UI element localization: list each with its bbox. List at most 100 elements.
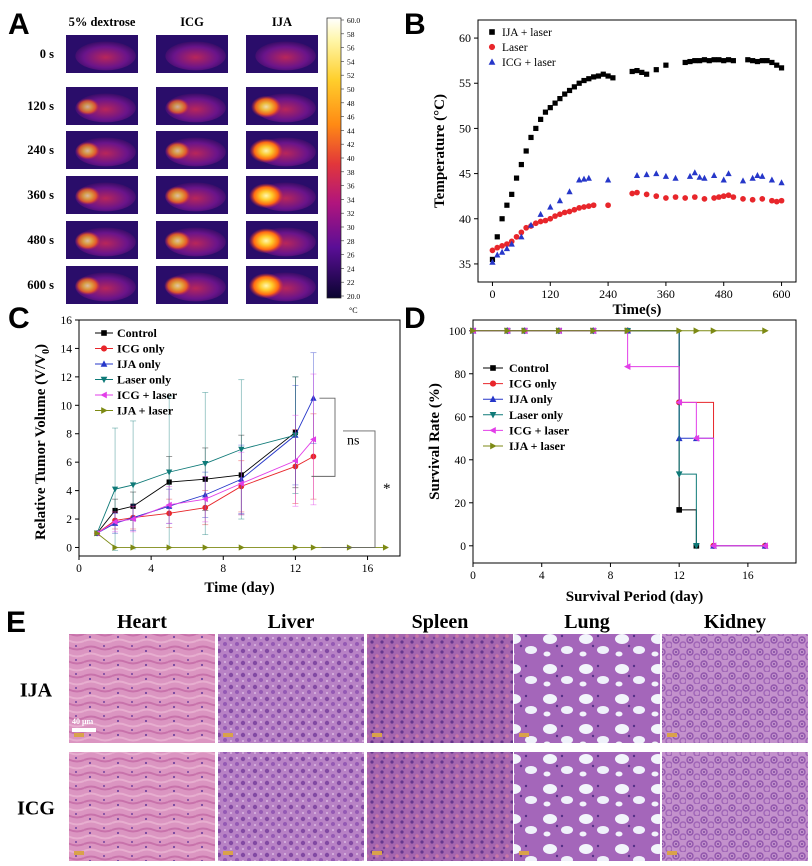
data-point [769, 59, 775, 66]
data-point [537, 210, 544, 217]
thermal-image [246, 87, 318, 125]
colorbar-tick-label: 48 [347, 99, 355, 108]
y-axis-title: Relative Tumor Volume (V/V0) [33, 344, 52, 540]
legend-marker [489, 412, 497, 419]
data-point [769, 197, 775, 204]
legend-entry: IJA only [117, 357, 161, 371]
y-tick-label: 0 [460, 541, 466, 553]
data-point [503, 245, 511, 252]
scale-bar [667, 733, 677, 737]
y-tick-label: 40 [459, 212, 471, 226]
y-tick-label: 100 [449, 326, 467, 338]
legend-entry: IJA + laser [509, 439, 566, 453]
data-point [523, 148, 529, 154]
y-tick-label: 60 [459, 31, 471, 45]
data-point [585, 203, 592, 209]
data-point [696, 173, 703, 180]
data-point [639, 69, 645, 75]
data-point [538, 116, 544, 122]
data-point [576, 80, 582, 86]
data-point [504, 241, 510, 247]
thermal-column-header: IJA [272, 15, 292, 29]
legend-marker [489, 380, 497, 387]
x-axis-title: Survival Period (day) [566, 589, 704, 605]
data-point [663, 62, 669, 68]
data-point [499, 243, 505, 249]
series-line [96, 439, 314, 534]
data-point [237, 480, 244, 487]
y-tick-label: 16 [61, 315, 73, 327]
data-point [489, 258, 496, 265]
data-point [759, 58, 765, 64]
plot-frame [472, 319, 797, 564]
data-point [470, 327, 477, 335]
data-point [94, 530, 101, 537]
data-point [773, 198, 780, 205]
legend-entry: Control [509, 361, 549, 375]
series-square [470, 327, 700, 549]
legend-marker [101, 330, 107, 336]
data-point [556, 327, 563, 335]
colorbar-tick-label: 22 [347, 278, 355, 287]
data-point [202, 460, 209, 467]
colorbar-tick-label: 54 [347, 57, 355, 66]
y-tick-label: 40 [455, 455, 467, 467]
y-axis-title: Temperature (°C) [432, 94, 448, 208]
data-point [112, 544, 119, 551]
legend-marker [490, 442, 497, 450]
thermal-column-header: ICG [180, 15, 204, 29]
thermal-row-label: 480 s [27, 233, 54, 247]
data-point [518, 161, 524, 168]
data-point [764, 58, 770, 64]
data-point [720, 176, 727, 183]
data-point [532, 220, 539, 227]
data-point [701, 174, 708, 181]
histology-image [69, 634, 215, 743]
data-point [633, 172, 641, 178]
data-point [130, 544, 137, 551]
thermal-row-label: 120 s [27, 99, 54, 113]
x-tick-label: 4 [539, 570, 545, 582]
y-tick-label: 55 [459, 76, 471, 90]
data-point [508, 240, 515, 247]
data-point [238, 446, 245, 453]
data-point [504, 327, 512, 335]
data-point [571, 84, 577, 90]
data-point [605, 202, 611, 209]
data-point [701, 196, 708, 202]
data-point [692, 434, 700, 442]
legend-entry: IJA only [509, 392, 553, 406]
legend-marker [489, 29, 495, 35]
data-point [547, 203, 554, 210]
thermal-image [246, 221, 318, 259]
y-tick-label: 14 [61, 343, 73, 355]
x-tick-label: 8 [220, 563, 226, 575]
thermal-image [156, 131, 228, 169]
data-point [754, 172, 761, 178]
data-point [739, 177, 747, 184]
organ-column-header: Spleen [412, 611, 469, 633]
colorbar-tick-label: 42 [347, 140, 355, 149]
data-point [720, 193, 727, 200]
data-point [521, 327, 529, 335]
legend-entry: Control [117, 326, 157, 340]
series-tri-down [469, 327, 700, 550]
data-point [725, 57, 732, 63]
data-point [201, 496, 208, 503]
y-tick-label: 12 [61, 372, 73, 384]
panel-label-b: B [404, 8, 426, 41]
data-point [499, 216, 505, 222]
histology-grid: Heart Liver Spleen Lung Kidney IJA ICG 40 μm [17, 611, 808, 861]
data-point [676, 507, 682, 513]
histology-image [69, 752, 215, 861]
x-tick-label: 480 [715, 287, 733, 301]
panel-label-d: D [404, 302, 426, 335]
tumor-volume-chart: 0 4 8 12 16 0 2 4 6 8 10 12 14 16 Time (day) Relative T… [33, 315, 401, 596]
data-point [561, 209, 568, 216]
data-point [697, 58, 703, 64]
legend-marker [100, 345, 108, 352]
y-tick-label: 6 [66, 457, 72, 469]
data-point [509, 191, 515, 197]
thermal-row-label: 240 s [27, 143, 54, 157]
data-point [750, 58, 756, 64]
